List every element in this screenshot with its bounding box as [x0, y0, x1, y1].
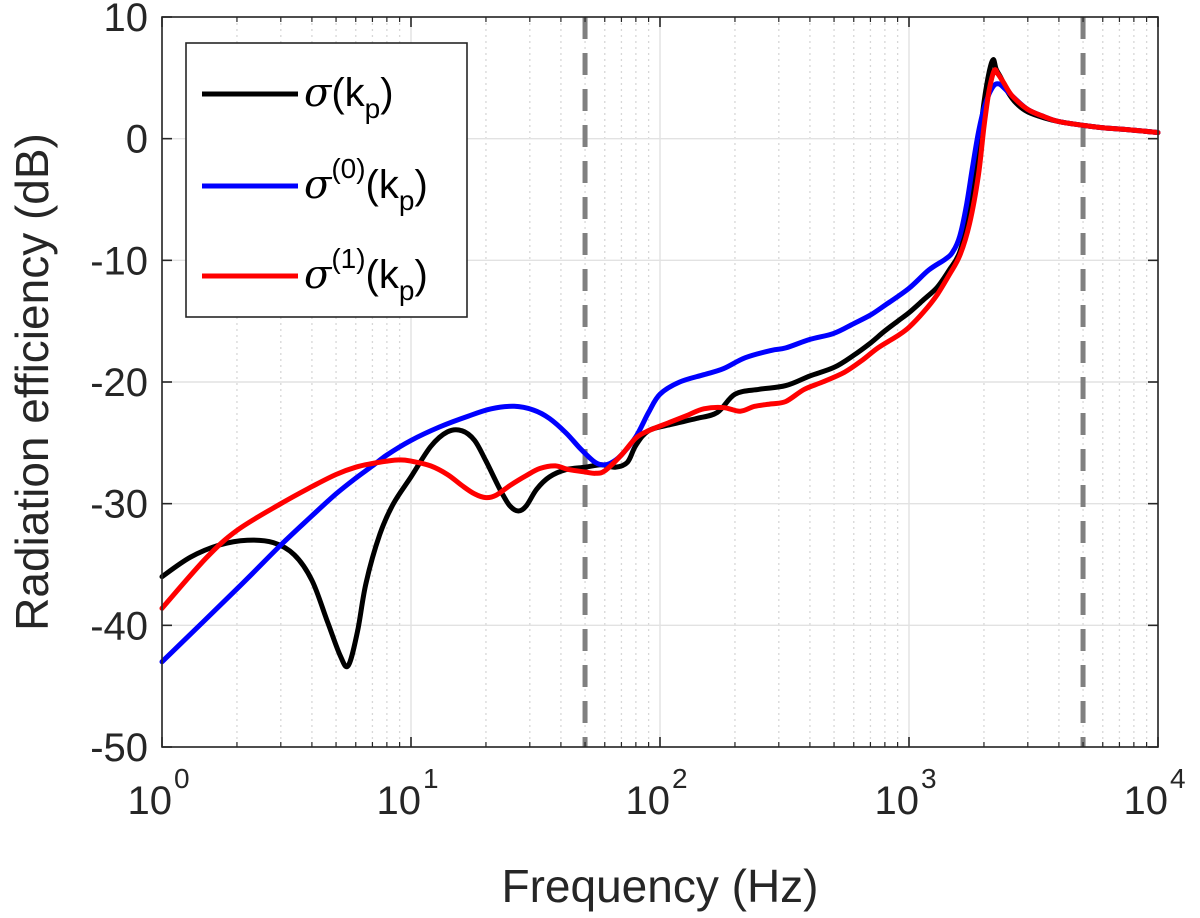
- y-tick-labels: 10 0 -10 -20 -30 -40 -50: [90, 0, 148, 770]
- x-tick-label-base: 10: [626, 779, 671, 823]
- legend-argument: k: [379, 163, 400, 207]
- legend-sigma-symbol: σ: [304, 70, 333, 116]
- x-tick-label: 101: [377, 763, 439, 823]
- y-tick-label: -40: [90, 604, 148, 648]
- y-tick-label: -10: [90, 239, 148, 283]
- legend: σ(kp)σ(0)(kp)σ(1)(kp): [185, 42, 468, 318]
- y-tick-label: 10: [104, 0, 149, 40]
- x-axis-title: Frequency (Hz): [502, 860, 819, 912]
- y-tick-label: -50: [90, 726, 148, 770]
- legend-paren: (: [331, 71, 345, 115]
- legend-superscript: (1): [331, 243, 365, 274]
- series-line-2: [159, 67, 1161, 611]
- x-tick-label-exponent: 4: [1170, 763, 1186, 794]
- legend-label-0: σ(kp): [304, 70, 394, 124]
- x-tick-label-exponent: 0: [174, 763, 190, 794]
- x-tick-label-base: 10: [128, 779, 173, 823]
- reference-lines: [582, 17, 1086, 747]
- legend-argument: k: [379, 253, 400, 297]
- x-tick-label: 104: [1124, 763, 1186, 823]
- legend-paren: ): [414, 253, 427, 297]
- y-tick-label: -20: [90, 361, 148, 405]
- x-tick-label-exponent: 1: [423, 763, 439, 794]
- legend-paren: (: [366, 253, 380, 297]
- y-tick-label: -30: [90, 483, 148, 527]
- legend-argument: k: [345, 71, 366, 115]
- legend-label-1: σ(0)(kp): [304, 153, 428, 216]
- x-tick-label-exponent: 2: [672, 763, 688, 794]
- legend-subscript: p: [399, 185, 415, 216]
- legend-entries: σ(kp)σ(0)(kp)σ(1)(kp): [202, 70, 428, 306]
- series-line-1: [159, 81, 1161, 665]
- y-tick-label: 0: [126, 118, 148, 162]
- x-tick-label: 100: [128, 763, 190, 823]
- y-axis-title: Radiation efficiency (dB): [6, 133, 58, 631]
- x-tick-label-base: 10: [875, 779, 920, 823]
- x-tick-label-base: 10: [1124, 779, 1169, 823]
- series-lines: [159, 57, 1161, 670]
- legend-box: [185, 42, 468, 318]
- legend-sigma-symbol: σ: [304, 252, 333, 298]
- legend-entry: σ(1)(kp): [202, 243, 428, 306]
- x-tick-label: 102: [626, 763, 688, 823]
- legend-paren: ): [414, 163, 427, 207]
- x-tick-label: 103: [875, 763, 937, 823]
- legend-paren: ): [380, 71, 393, 115]
- legend-paren: (: [366, 163, 380, 207]
- legend-entry: σ(0)(kp): [202, 153, 428, 216]
- legend-subscript: p: [399, 275, 415, 306]
- legend-subscript: p: [365, 93, 381, 124]
- x-tick-label-base: 10: [377, 779, 422, 823]
- legend-entry: σ(kp): [202, 70, 394, 124]
- axis-ticks: [161, 16, 1159, 748]
- x-tick-label-exponent: 3: [921, 763, 937, 794]
- legend-label-2: σ(1)(kp): [304, 243, 428, 306]
- legend-sigma-symbol: σ: [304, 162, 333, 208]
- legend-superscript: (0): [331, 153, 365, 184]
